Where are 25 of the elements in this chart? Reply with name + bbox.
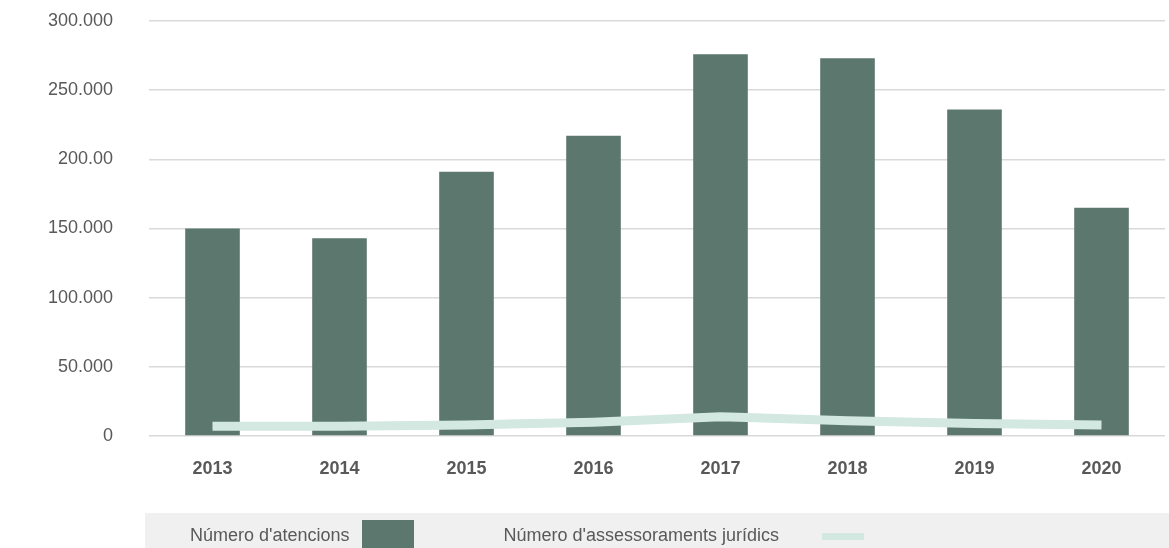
bar bbox=[439, 171, 494, 436]
y-tick-label: 250.000 bbox=[47, 79, 113, 100]
bar bbox=[312, 238, 367, 436]
y-tick-label: 0 bbox=[102, 424, 113, 445]
legend-label: Número d'atencions bbox=[190, 524, 350, 547]
x-tick-label: 2020 bbox=[1081, 457, 1122, 478]
bar bbox=[1074, 207, 1129, 436]
y-tick-label: 50.000 bbox=[57, 355, 113, 376]
bar bbox=[566, 135, 621, 436]
bar bbox=[693, 54, 748, 436]
legend-label: Número d'assessoraments jurídics bbox=[503, 524, 780, 547]
x-tick-label: 2019 bbox=[954, 457, 995, 478]
x-tick-label: 2014 bbox=[319, 457, 360, 478]
y-tick-label: 100.000 bbox=[47, 286, 113, 307]
y-tick-label: 150.000 bbox=[47, 217, 113, 238]
bar bbox=[185, 228, 240, 436]
x-tick-label: 2015 bbox=[446, 457, 487, 478]
y-tick-label: 200.00 bbox=[57, 148, 113, 169]
x-tick-label: 2018 bbox=[827, 457, 868, 478]
bar bbox=[820, 58, 875, 436]
x-tick-label: 2013 bbox=[192, 457, 233, 478]
x-tick-label: 2017 bbox=[700, 457, 741, 478]
x-tick-label: 2016 bbox=[573, 457, 614, 478]
bar bbox=[947, 109, 1002, 436]
y-tick-label: 300.000 bbox=[47, 9, 113, 30]
